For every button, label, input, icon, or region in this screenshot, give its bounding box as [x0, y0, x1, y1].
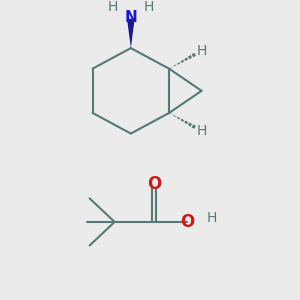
Polygon shape: [181, 60, 184, 63]
Polygon shape: [177, 117, 180, 119]
Text: O: O: [180, 213, 194, 231]
Polygon shape: [184, 121, 188, 124]
Polygon shape: [192, 124, 196, 129]
Text: O: O: [147, 175, 161, 193]
Polygon shape: [173, 64, 176, 67]
Polygon shape: [188, 55, 192, 59]
Polygon shape: [170, 113, 172, 115]
Text: H: H: [197, 124, 207, 138]
Polygon shape: [127, 19, 135, 48]
Polygon shape: [181, 119, 184, 122]
Polygon shape: [170, 67, 172, 68]
Polygon shape: [184, 57, 188, 61]
Text: H: H: [108, 0, 119, 14]
Text: N: N: [124, 10, 137, 25]
Polygon shape: [192, 53, 196, 57]
Text: H: H: [207, 212, 217, 225]
Polygon shape: [177, 62, 180, 65]
Text: H: H: [144, 0, 154, 14]
Text: H: H: [197, 44, 207, 58]
Polygon shape: [188, 122, 192, 127]
Polygon shape: [173, 115, 176, 117]
